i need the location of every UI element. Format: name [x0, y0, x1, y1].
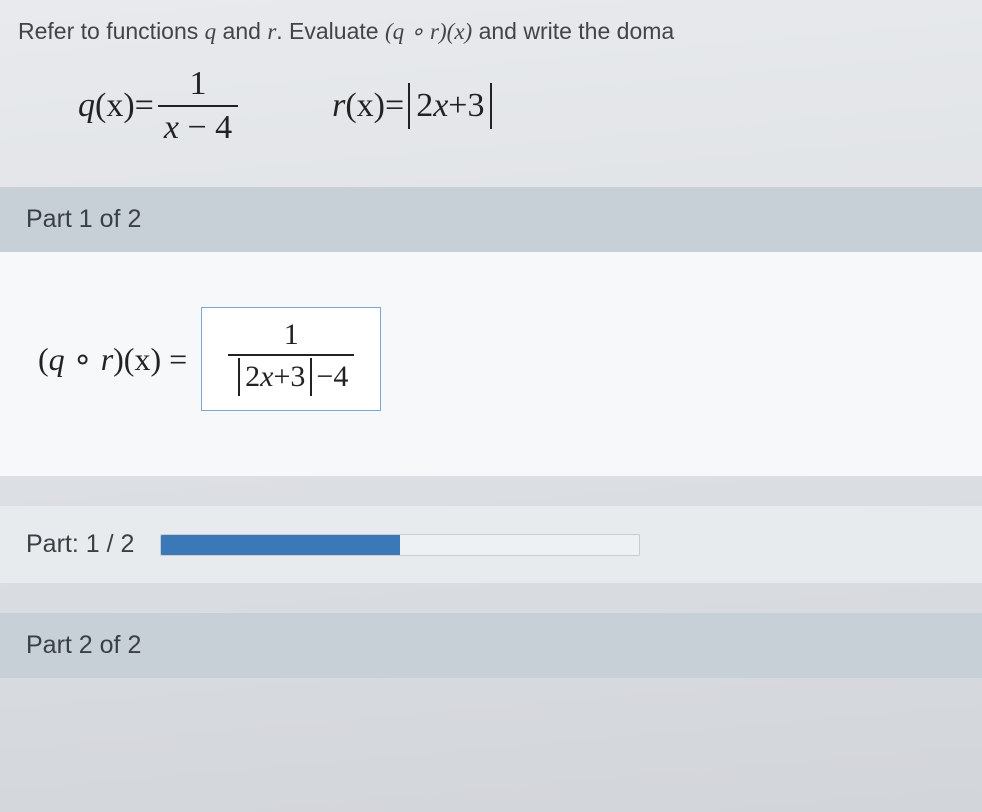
var-r: r: [267, 19, 276, 44]
q-fraction: 1 x − 4: [158, 65, 238, 147]
q-definition: q (x) = 1 x − 4: [78, 65, 242, 147]
den-op: −: [179, 109, 215, 146]
abs-x: x: [260, 360, 273, 394]
prompt-text: . Evaluate: [276, 18, 385, 44]
abs-coef: 2: [416, 87, 433, 125]
comp-close: ): [439, 19, 447, 44]
den-x: x: [164, 109, 179, 146]
lhs-eq: =: [161, 341, 187, 377]
comp-r: r: [430, 19, 439, 44]
progress-row: Part: 1 / 2: [0, 506, 982, 583]
comp-q: q: [393, 19, 405, 44]
lhs-x: (x): [124, 341, 161, 377]
q-var: q: [78, 87, 95, 125]
part-2-label: Part 2 of 2: [26, 631, 141, 659]
lhs-op: ∘: [65, 341, 101, 377]
given-equations: q (x) = 1 x − 4 r (x) = 2x + 3: [78, 65, 982, 147]
prompt-text: and write the doma: [472, 18, 674, 44]
var-q: q: [205, 19, 217, 44]
r-var: r: [332, 87, 345, 125]
prompt-text: and: [216, 18, 267, 44]
q-numerator: 1: [183, 65, 212, 105]
answer-lhs: (q ∘ r)(x) =: [38, 340, 187, 378]
abs-const: 3: [290, 360, 305, 394]
lhs-q: q: [49, 341, 65, 377]
progress-label: Part: 1 / 2: [26, 530, 134, 559]
part-2-header: Part 2 of 2: [0, 613, 982, 678]
answer-numerator: 1: [278, 318, 305, 354]
den-op: −: [316, 360, 333, 394]
abs-op: +: [273, 360, 290, 394]
r-definition: r (x) = 2x + 3: [332, 83, 496, 129]
lhs-close: ): [113, 341, 124, 377]
q-arg: (x): [95, 87, 135, 125]
r-abs: 2x + 3: [408, 83, 492, 129]
den-r: 4: [215, 109, 232, 146]
eq-sign: =: [135, 87, 154, 125]
prompt-text: Refer to functions: [18, 18, 205, 44]
question-prompt: Refer to functions q and r. Evaluate (q …: [18, 18, 982, 45]
r-arg: (x): [345, 87, 385, 125]
answer-input-box[interactable]: 1 2x + 3 − 4: [201, 307, 381, 411]
progress-fill: [161, 535, 400, 555]
comp-op: ∘: [404, 19, 430, 44]
answer-abs: 2x + 3: [238, 358, 312, 396]
part-1-label: Part 1 of 2: [26, 205, 141, 233]
den-r: 4: [333, 360, 348, 394]
comp-open: (: [385, 19, 393, 44]
abs-coef: 2: [245, 360, 260, 394]
abs-op: +: [448, 87, 467, 125]
part-1-header: Part 1 of 2: [0, 187, 982, 252]
eq-sign: =: [385, 87, 404, 125]
comp-x: (x): [447, 19, 473, 44]
lhs-open: (: [38, 341, 49, 377]
progress-bar: [160, 534, 640, 556]
answer-fraction: 1 2x + 3 − 4: [228, 318, 354, 396]
abs-x: x: [433, 87, 448, 125]
answer-denominator: 2x + 3 − 4: [228, 354, 354, 396]
abs-const: 3: [467, 87, 484, 125]
lhs-r: r: [101, 341, 113, 377]
q-denominator: x − 4: [158, 105, 238, 147]
answer-card: (q ∘ r)(x) = 1 2x + 3 − 4: [0, 252, 982, 476]
